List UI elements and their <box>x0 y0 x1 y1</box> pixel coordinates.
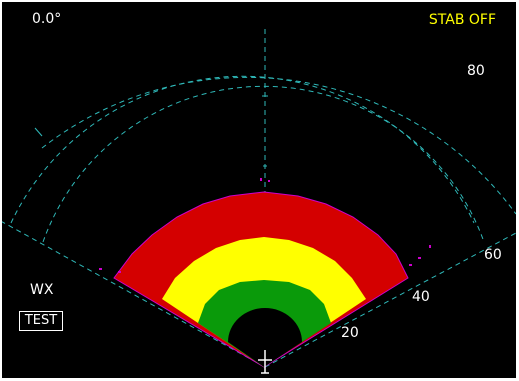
weather-speckle <box>99 268 102 270</box>
weather-speckle <box>418 257 421 259</box>
range-ring-2 <box>42 85 485 243</box>
weather-speckle <box>429 245 431 248</box>
range-label-60: 60 <box>484 247 502 263</box>
test-button[interactable]: TEST <box>19 311 63 331</box>
range-ring-3 <box>10 75 475 224</box>
sector-edge-left <box>2 221 266 368</box>
weather-speckle <box>409 264 412 266</box>
weather-speckle <box>260 178 262 181</box>
azimuth-tick <box>34 127 43 137</box>
range-ring-outer <box>41 76 516 215</box>
stabilization-status: STAB OFF <box>428 12 496 28</box>
radar-mode-label: WX <box>30 282 54 298</box>
range-label-80: 80 <box>467 63 485 79</box>
sector-edge-right <box>264 232 516 368</box>
range-label-40: 40 <box>412 289 430 305</box>
radar-sweep-area <box>2 26 516 374</box>
radar-display: 0.0° STAB OFF 80 60 40 20 WX TEST <box>2 2 516 378</box>
weather-speckle <box>268 180 270 182</box>
aircraft-symbol-icon <box>258 350 272 374</box>
weather-speckle <box>118 271 121 273</box>
weather-hole <box>228 308 302 367</box>
range-label-20: 20 <box>341 325 359 341</box>
tilt-angle-readout: 0.0° <box>32 11 62 27</box>
